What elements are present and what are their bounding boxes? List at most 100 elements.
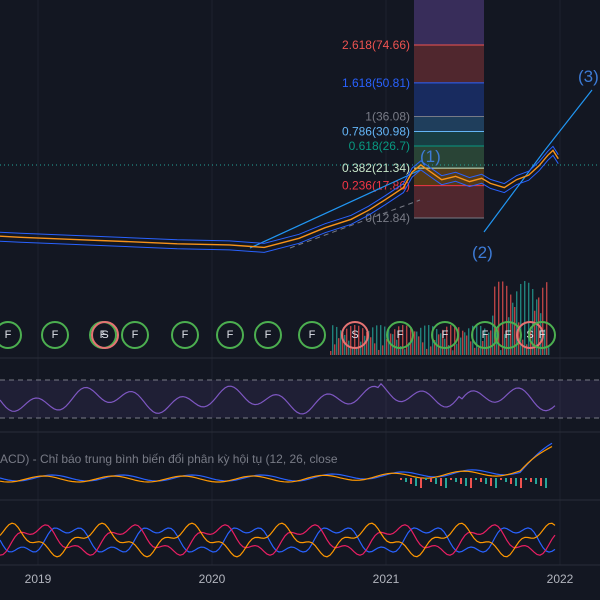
volume-bar [546,282,548,355]
volume-bar [520,283,522,355]
oscillator-line [0,524,556,556]
marker-label: S [101,329,108,341]
price-channel [249,89,593,249]
volume-bar [358,325,360,355]
volume-bar [522,339,524,355]
volume-bar [362,328,364,355]
volume-bar [478,347,480,355]
marker-label: F [5,329,12,341]
macd-histogram-bar [510,478,512,484]
volume-bar [470,341,472,355]
volume-bar [474,347,476,355]
volume-bar [506,285,508,355]
volume-bar [516,291,518,355]
volume-bar [484,328,486,355]
marker-circle [516,321,544,349]
volume-bar [514,307,516,355]
x-tick-label: 2022 [547,572,574,586]
volume-bar [414,331,416,355]
volume-bar [368,330,370,355]
volume-bar [402,325,404,355]
volume-bar [424,325,426,355]
fib-level-label: 1(36.08) [365,109,410,123]
fib-band [414,45,484,83]
fib-extension-top [414,0,484,45]
volume-bar [500,350,502,355]
oscillator-pane [0,522,556,558]
volume-bar [378,349,380,355]
signal-line [0,445,553,483]
volume-bar [536,299,538,355]
volume-bar [434,340,436,355]
volume-bar [438,334,440,355]
volume-bar [360,341,362,355]
volume-bar [332,325,334,355]
fib-band [414,146,484,169]
price-line [0,149,559,249]
marker-label: F [309,329,316,341]
marker-label: F [182,329,189,341]
oscillator-line [0,527,556,553]
marker-label: F [100,329,107,341]
volume-bar [398,326,400,355]
macd-histogram-bar [530,478,532,482]
volume-bar [548,347,550,355]
marker-circle [41,321,69,349]
lower-band-line [0,154,559,253]
fib-level-label: 1.618(50.81) [342,76,410,90]
marker-circle [171,321,199,349]
fib-band [414,131,484,147]
rsi-band [0,380,600,418]
volume-bar [364,335,366,355]
volume-bar [510,294,512,355]
volume-bar [442,329,444,355]
volume-bar [502,281,504,355]
fib-level-label: 0.786(30.98) [342,124,410,138]
volume-bar [420,327,422,355]
volume-bar [408,342,410,355]
upper-band-line [0,145,559,244]
macd-histogram-bar [505,478,507,482]
macd-histogram-bar [445,478,447,488]
volume-bar [422,342,424,355]
time-axis: 2019 2020 2021 2022 [25,572,574,586]
projection-line [544,89,593,151]
elliott-wave-labels: (1) (2) (3) [420,67,599,262]
volume-bar [342,332,344,355]
fib-band [414,82,484,117]
marker-label: F [442,329,449,341]
fib-band [414,116,484,132]
marker-circle [471,321,499,349]
volume-bar [350,326,352,355]
volume-bar [346,328,348,355]
marker-circle [254,321,282,349]
volume-bar [494,286,496,355]
macd-histogram-bar [545,478,547,488]
channel-upper [249,169,421,249]
marker-label: F [227,329,234,341]
macd-histogram-bar [480,478,482,482]
volume-bar [334,344,336,355]
macd-histogram-bar [515,478,517,486]
volume-bar [480,325,482,355]
volume-bar [492,315,494,355]
macd-histogram-bar [470,478,472,488]
macd-histogram-bar [425,478,427,480]
macd-histogram-bar [400,478,402,480]
volume-bar [486,335,488,355]
grid [37,0,561,565]
volume-bar [508,317,510,355]
marker-circle [91,321,119,349]
volume-bar [460,337,462,355]
volume-bar [436,329,438,355]
volume-bar [400,346,402,355]
wave-label-2: (2) [472,243,493,262]
dividend-markers: F F F FS F F F F S F F F F S F [0,321,556,349]
volume-bar [446,326,448,355]
volume-bar [380,325,382,355]
macd-histogram-bar [495,478,497,488]
macd-histogram-bar [535,478,537,484]
volume-bar [382,345,384,355]
marker-circle [528,321,556,349]
